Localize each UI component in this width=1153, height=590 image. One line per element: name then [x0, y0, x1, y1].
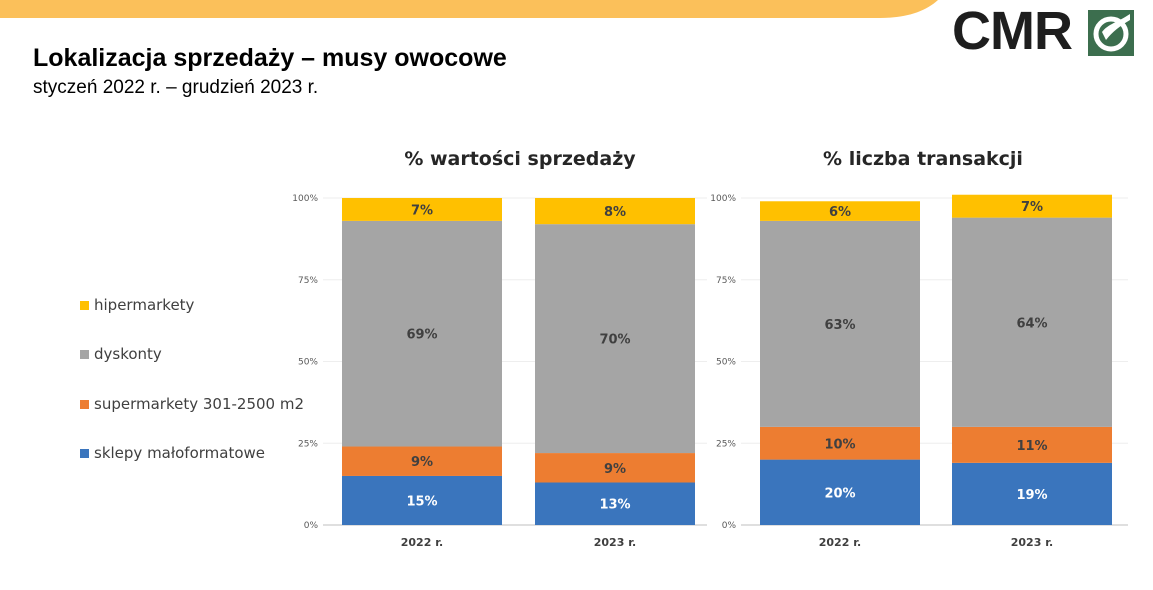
data-label: 7% [1021, 200, 1043, 215]
legend-swatch [80, 349, 89, 359]
bar-segment-transactions [760, 459, 920, 525]
data-label: 19% [1016, 488, 1047, 503]
bar-segment-sales [535, 224, 695, 454]
data-label: 13% [599, 498, 630, 513]
legend-swatch [80, 448, 89, 458]
legend-item-hipermarkety: hipermarkety [80, 294, 194, 316]
y-tick-label: 25% [716, 439, 736, 449]
data-label: 70% [599, 333, 630, 348]
data-label: 10% [824, 437, 855, 452]
data-label: 64% [1016, 316, 1047, 331]
y-tick-label: 75% [716, 276, 736, 286]
y-tick-label: 25% [298, 439, 318, 449]
bar-segment-transactions [760, 201, 920, 221]
logo-mark-icon [1088, 10, 1134, 56]
y-tick-label: 0% [304, 521, 319, 531]
bar-segment-transactions [952, 462, 1112, 525]
legend-item-sklepy: sklepy małoformatowe [80, 442, 265, 464]
logo-text: CMR [952, 1, 1073, 61]
legend-label: dyskonty [94, 345, 162, 363]
legend-label: hipermarkety [94, 296, 195, 314]
bar-segment-sales [342, 475, 502, 525]
y-tick-label: 50% [716, 358, 736, 368]
legend-item-supermarkety: supermarkety 301-2500 m2 [80, 393, 304, 415]
legend-label: supermarkety 301-2500 m2 [94, 395, 304, 413]
data-label: 9% [411, 455, 433, 470]
data-label: 8% [604, 205, 626, 220]
data-label: 69% [406, 328, 437, 343]
legend-swatch [80, 399, 89, 409]
data-label: 9% [604, 462, 626, 477]
page-subtitle: styczeń 2022 r. – grudzień 2023 r. [33, 77, 319, 98]
data-label: 15% [406, 494, 437, 509]
page-title: Lokalizacja sprzedaży – musy owocowe [33, 44, 507, 72]
y-tick-label: 75% [298, 276, 318, 286]
x-category-label: 2022 r. [401, 536, 443, 549]
bar-segment-sales [535, 453, 695, 483]
bar-segment-transactions [952, 217, 1112, 427]
chart-title-sales-value: % wartości sprzedaży [404, 148, 636, 170]
data-label: 11% [1016, 439, 1047, 454]
legend-label: sklepy małoformatowe [94, 444, 266, 462]
bar-segment-sales [535, 198, 695, 225]
bar-segment-transactions [952, 426, 1112, 463]
bar-segment-sales [535, 482, 695, 525]
cmr-logo: CMR [952, 1, 1134, 61]
data-label: 6% [829, 205, 851, 220]
chart-title-transactions: % liczba transakcji [823, 148, 1023, 170]
bar-segment-transactions [760, 426, 920, 460]
y-tick-label: 50% [298, 358, 318, 368]
x-category-label: 2023 r. [594, 536, 636, 549]
data-label: 7% [411, 203, 433, 218]
y-tick-label: 100% [710, 194, 736, 204]
x-category-label: 2022 r. [819, 536, 861, 549]
bar-segment-transactions [760, 220, 920, 427]
top-accent-band [0, 0, 938, 18]
data-label: 63% [824, 318, 855, 333]
bar-segment-sales [342, 198, 502, 221]
y-tick-label: 0% [722, 521, 737, 531]
x-category-label: 2023 r. [1011, 536, 1053, 549]
accent-band-shape [0, 0, 938, 18]
legend-swatch [80, 300, 89, 310]
data-label: 20% [824, 486, 855, 501]
bar-segment-sales [342, 446, 502, 476]
legend-item-dyskonty: dyskonty [80, 343, 162, 365]
bar-segment-transactions [952, 194, 1112, 218]
y-tick-label: 100% [292, 194, 318, 204]
bar-segment-sales [342, 220, 502, 447]
